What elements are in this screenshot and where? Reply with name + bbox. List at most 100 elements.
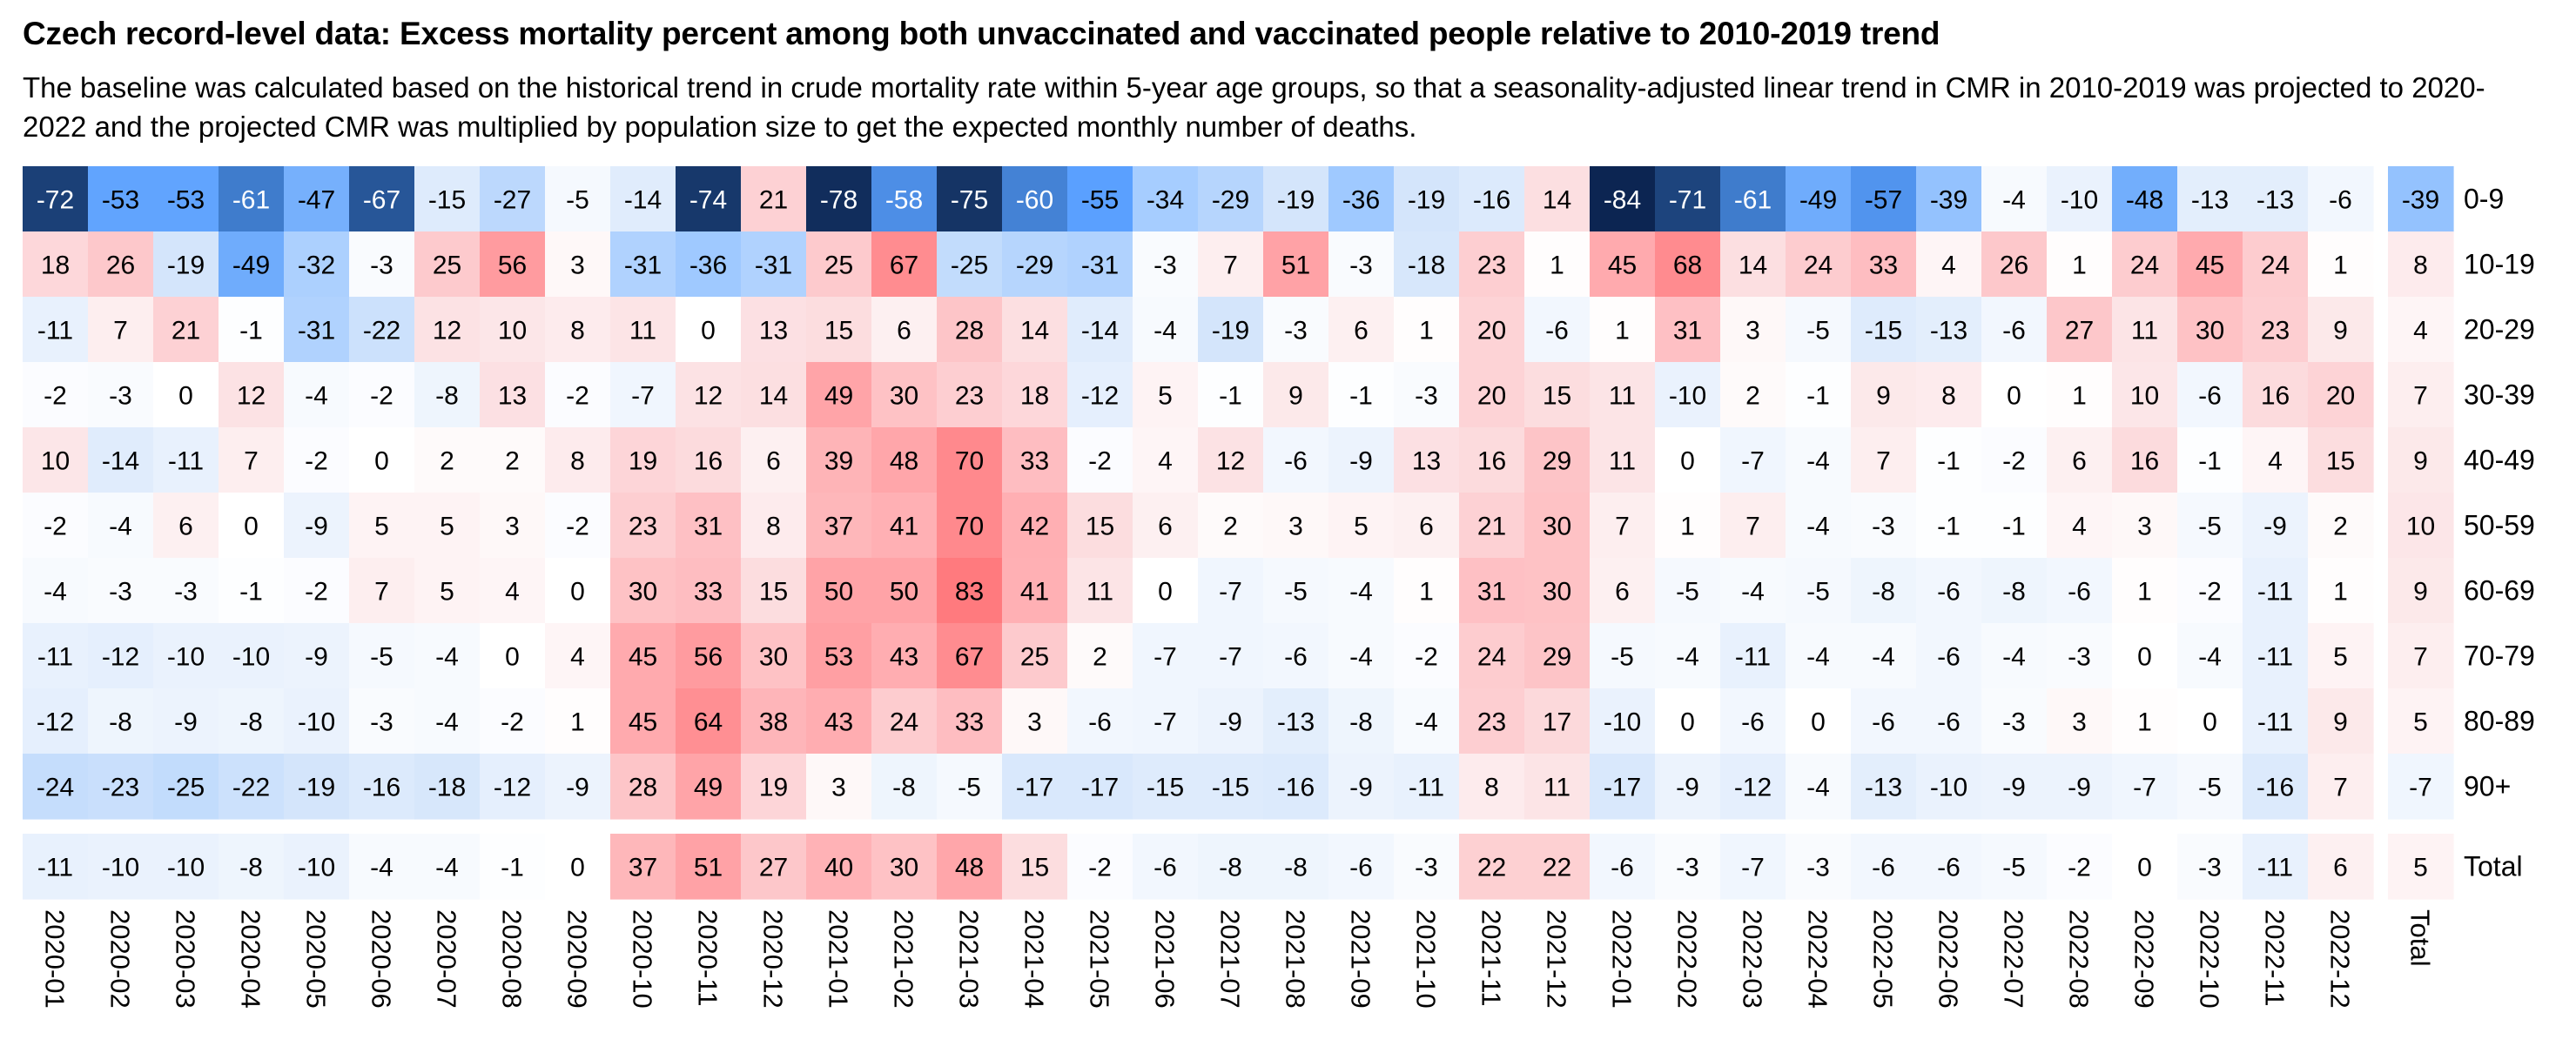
row-label: 80-89 — [2464, 706, 2535, 737]
column-total-cell-rect — [1590, 834, 1656, 900]
heatmap-cell-label: 14 — [1739, 251, 1767, 279]
heatmap-cell-rect — [88, 754, 154, 820]
heatmap-cell-rect — [414, 231, 481, 298]
heatmap-cell-label: 5 — [440, 577, 454, 606]
heatmap-cell-label: 7 — [2333, 773, 2348, 801]
heatmap-cell-rect — [1720, 231, 1786, 298]
heatmap-cell-label: -9 — [2068, 773, 2091, 801]
heatmap-cell-rect — [676, 231, 742, 298]
heatmap-cell-rect — [1002, 558, 1068, 624]
heatmap-cell-label: -36 — [689, 251, 727, 279]
row-total-cell-rect — [2388, 754, 2454, 820]
heatmap-cell-rect — [937, 558, 1003, 624]
heatmap-cell-rect — [871, 754, 938, 820]
row-total-cell-label: 10 — [2406, 512, 2435, 540]
heatmap-cell-label: 11 — [1609, 446, 1636, 475]
heatmap-cell-rect — [219, 231, 285, 298]
heatmap-cell-label: -3 — [370, 708, 393, 736]
heatmap-cell-rect — [1851, 297, 1917, 363]
heatmap-cell-rect — [349, 558, 415, 624]
heatmap-cell-label: -18 — [1408, 251, 1445, 279]
heatmap-cell-rect — [545, 231, 611, 298]
heatmap-cell-rect — [1198, 754, 1264, 820]
heatmap-cell-label: -10 — [298, 708, 335, 736]
heatmap-cell-label: -8 — [892, 773, 916, 801]
column-label: 2020-10 — [628, 909, 658, 1009]
column-total-cell-rect — [1394, 834, 1460, 900]
column-label: 2022-02 — [1672, 909, 1703, 1009]
heatmap-cell-rect — [1655, 493, 1721, 559]
heatmap-cell-rect — [1459, 166, 1525, 232]
heatmap-cell-rect — [2047, 297, 2113, 363]
heatmap-cell-rect — [480, 427, 546, 493]
heatmap-cell-label: -4 — [435, 708, 459, 736]
heatmap-cell-label: -9 — [305, 512, 328, 540]
heatmap-cell-label: 1 — [2072, 381, 2087, 410]
column-label: 2022-08 — [2064, 909, 2095, 1009]
heatmap-cell-label: -15 — [1212, 773, 1249, 801]
heatmap-cell-label: -11 — [168, 446, 204, 475]
heatmap-cell-label: -12 — [494, 773, 531, 801]
heatmap-cell-label: 25 — [824, 251, 853, 279]
heatmap-cell-label: 43 — [890, 642, 918, 671]
heatmap-cell-rect — [1981, 623, 2048, 689]
heatmap-cell-label: 4 — [2072, 512, 2087, 540]
column-label: 2022-05 — [1868, 909, 1899, 1009]
heatmap-cell-label: 30 — [2196, 316, 2224, 345]
heatmap-cell-rect — [610, 166, 676, 232]
column-total-cell-rect — [153, 834, 219, 900]
heatmap-cell-label: 21 — [172, 316, 200, 345]
heatmap-cell-rect — [219, 558, 285, 624]
heatmap-cell-label: 23 — [955, 381, 984, 410]
heatmap-cell-label: 56 — [498, 251, 527, 279]
column-total-cell-rect — [1328, 834, 1395, 900]
heatmap-cell-rect — [1981, 166, 2048, 232]
heatmap-cell-label: -4 — [1872, 642, 1895, 671]
heatmap-cell-label: -57 — [1865, 185, 1902, 214]
heatmap-cell-rect — [937, 297, 1003, 363]
heatmap-cell-rect — [806, 427, 872, 493]
heatmap-cell-rect — [1263, 427, 1329, 493]
heatmap-cell-rect — [1263, 297, 1329, 363]
column-total-cell-label: 15 — [1020, 853, 1049, 882]
heatmap-cell-rect — [1981, 688, 2048, 755]
heatmap-cell-rect — [1459, 754, 1525, 820]
heatmap-cell-rect — [414, 493, 481, 559]
heatmap-cell-label: 30 — [1543, 512, 1571, 540]
heatmap-cell-label: 0 — [2203, 708, 2217, 736]
heatmap-cell-rect — [88, 297, 154, 363]
heatmap-cell-label: 4 — [2268, 446, 2283, 475]
heatmap-cell-label: -16 — [363, 773, 400, 801]
heatmap-cell-label: -6 — [1088, 708, 1112, 736]
heatmap-cell-label: 9 — [2333, 316, 2348, 345]
column-total-cell-rect — [1786, 834, 1852, 900]
heatmap-cell-label: -18 — [428, 773, 466, 801]
row-label: 10-19 — [2464, 249, 2535, 280]
heatmap-cell-rect — [349, 297, 415, 363]
heatmap-cell-label: -11 — [37, 316, 73, 345]
heatmap-cell-label: -67 — [363, 185, 400, 214]
heatmap-cell-label: -4 — [109, 512, 132, 540]
heatmap-cell-label: -4 — [1806, 642, 1830, 671]
heatmap-cell-label: 8 — [570, 446, 585, 475]
heatmap-cell-label: 67 — [955, 642, 984, 671]
column-total-cell-label: -11 — [37, 853, 73, 882]
heatmap-cell-rect — [284, 362, 350, 428]
heatmap-cell-rect — [1133, 166, 1199, 232]
heatmap-cell-label: -15 — [428, 185, 466, 214]
heatmap-cell-label: -19 — [1277, 185, 1315, 214]
column-total-cell-label: -5 — [2002, 853, 2026, 882]
heatmap-cell-label: 1 — [2137, 708, 2152, 736]
heatmap-cell-label: 9 — [2333, 708, 2348, 736]
heatmap-cell-rect — [1851, 427, 1917, 493]
heatmap-cell-rect — [1590, 493, 1656, 559]
heatmap-cell-label: -12 — [1734, 773, 1772, 801]
heatmap-cell-rect — [284, 166, 350, 232]
heatmap-cell-rect — [480, 754, 546, 820]
heatmap-cell-rect — [545, 688, 611, 755]
row-total-cell-rect — [2388, 688, 2454, 755]
row-total-cell-label: 9 — [2413, 577, 2428, 606]
column-total-cell-rect — [219, 834, 285, 900]
heatmap-cell-rect — [676, 427, 742, 493]
heatmap-cell-rect — [676, 688, 742, 755]
